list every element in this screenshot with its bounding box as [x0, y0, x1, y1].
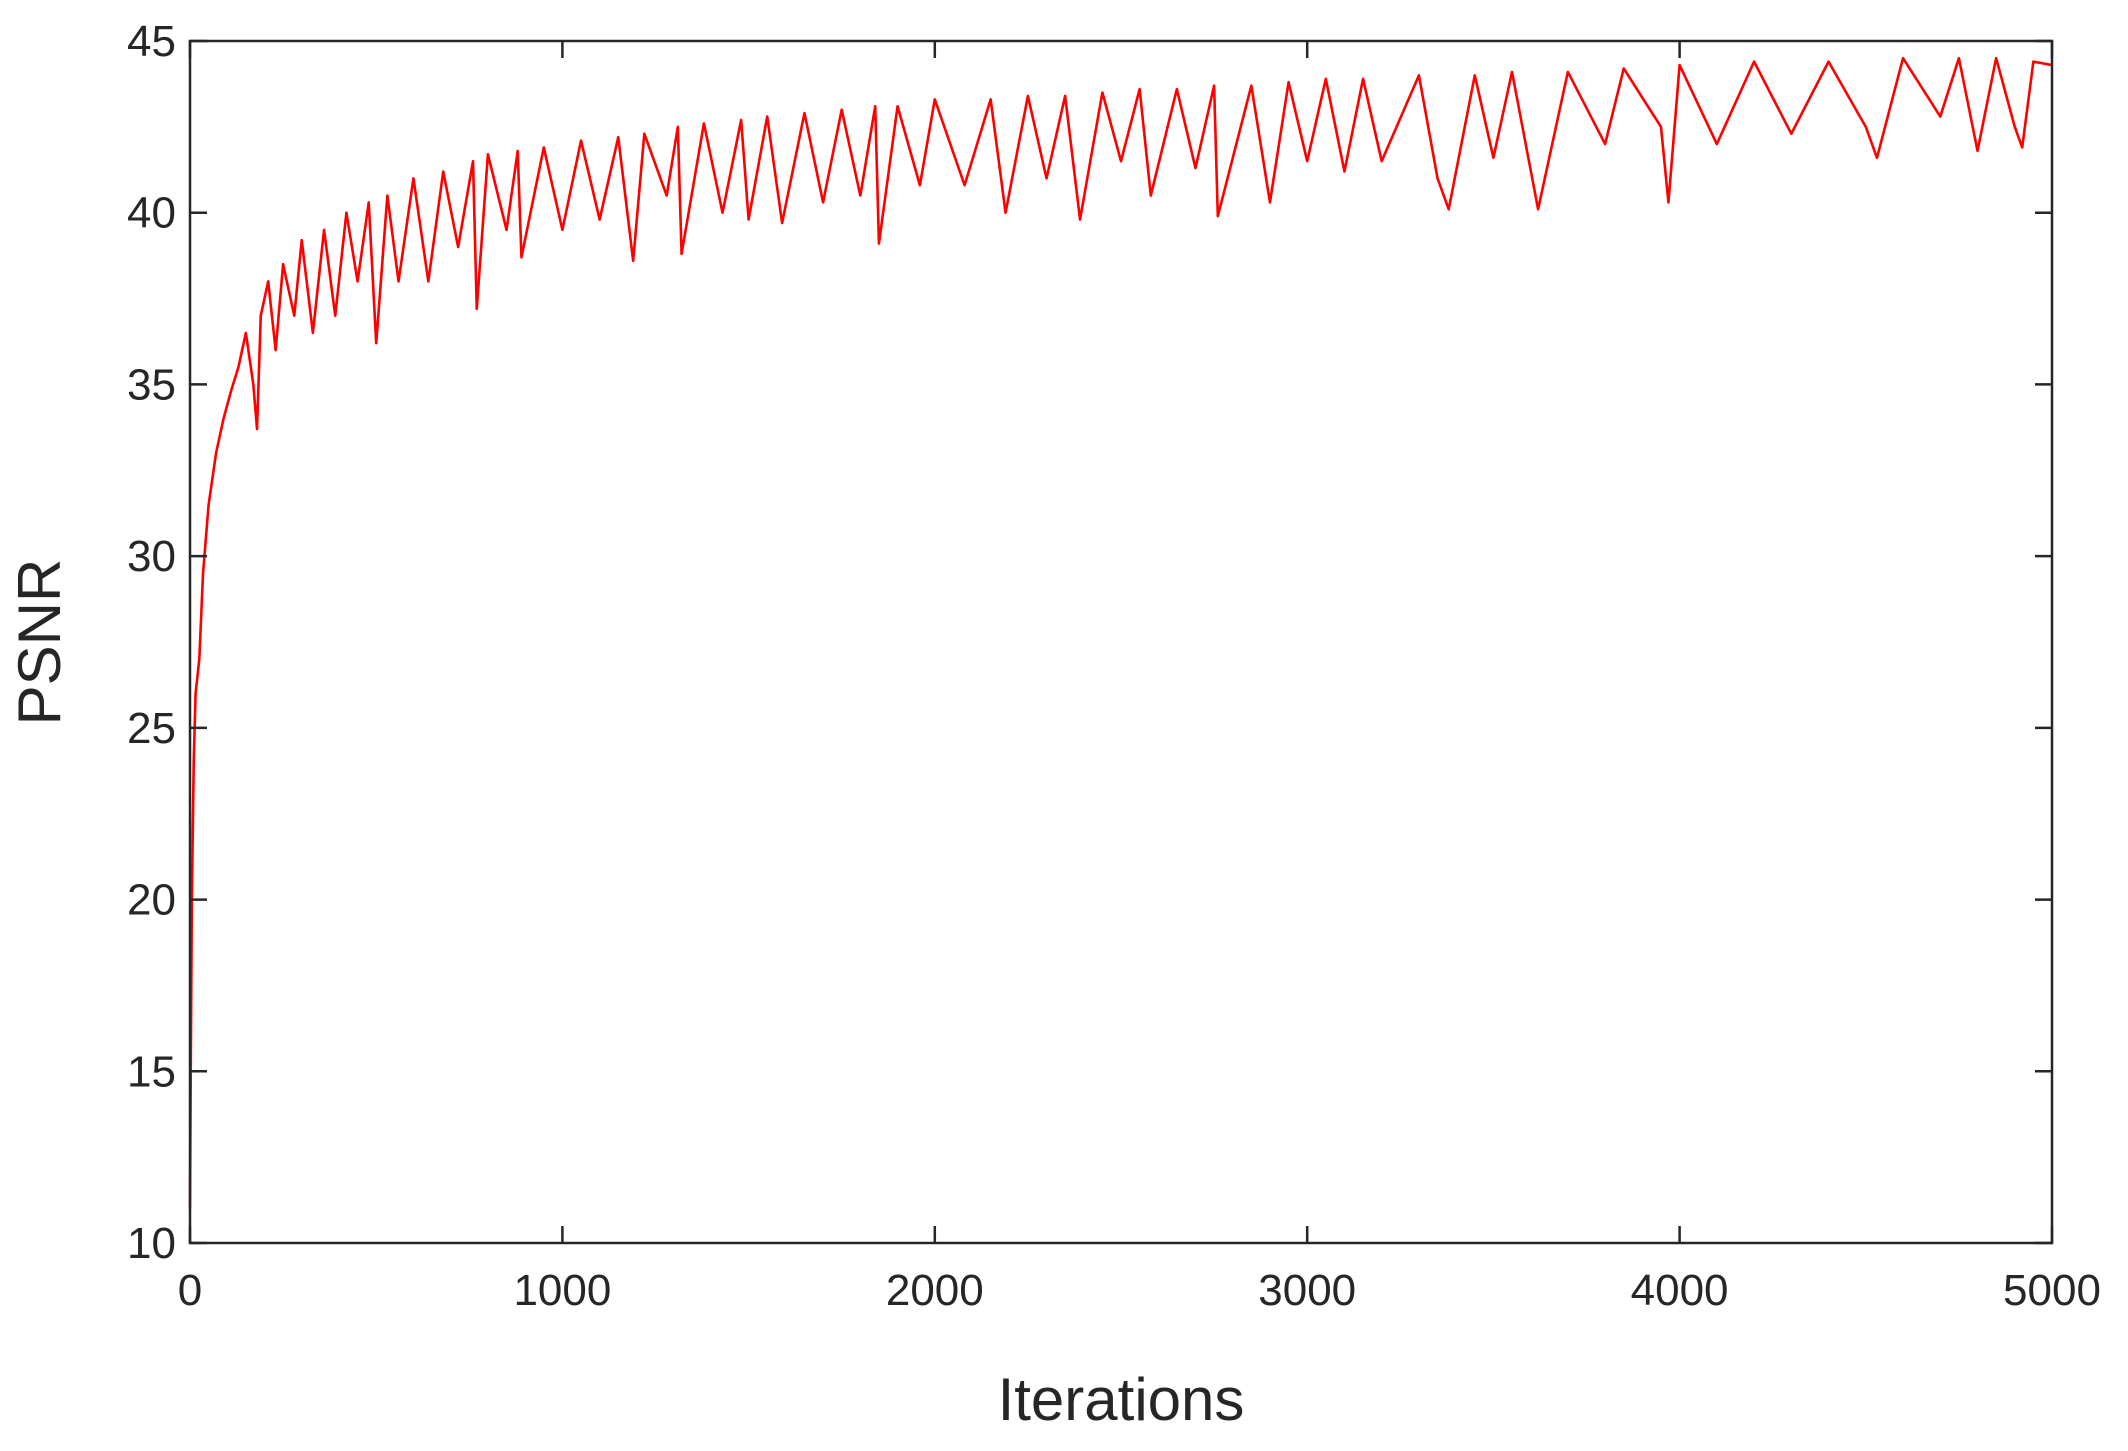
- data-line: [188, 56, 2053, 1209]
- x-tick-label: 3000: [1258, 1266, 1356, 1315]
- x-tick-label: 5000: [2003, 1266, 2101, 1315]
- y-tick-label: 45: [127, 17, 176, 66]
- x-tick-label: 2000: [886, 1266, 984, 1315]
- x-tick-label: 1000: [513, 1266, 611, 1315]
- y-tick-label: 25: [127, 704, 176, 753]
- y-tick-label: 10: [127, 1219, 176, 1268]
- x-tick-label: 4000: [1631, 1266, 1729, 1315]
- y-axis-label: PSNR: [6, 559, 73, 726]
- y-tick-label: 30: [127, 532, 176, 581]
- y-tick-label: 20: [127, 876, 176, 925]
- x-axis-label: Iterations: [998, 1366, 1245, 1433]
- y-tick-label: 40: [127, 189, 176, 238]
- x-tick-label: 0: [178, 1266, 202, 1315]
- plot-frame: [188, 39, 2054, 1245]
- y-tick-label: 15: [127, 1047, 176, 1096]
- y-tick-label: 35: [127, 360, 176, 409]
